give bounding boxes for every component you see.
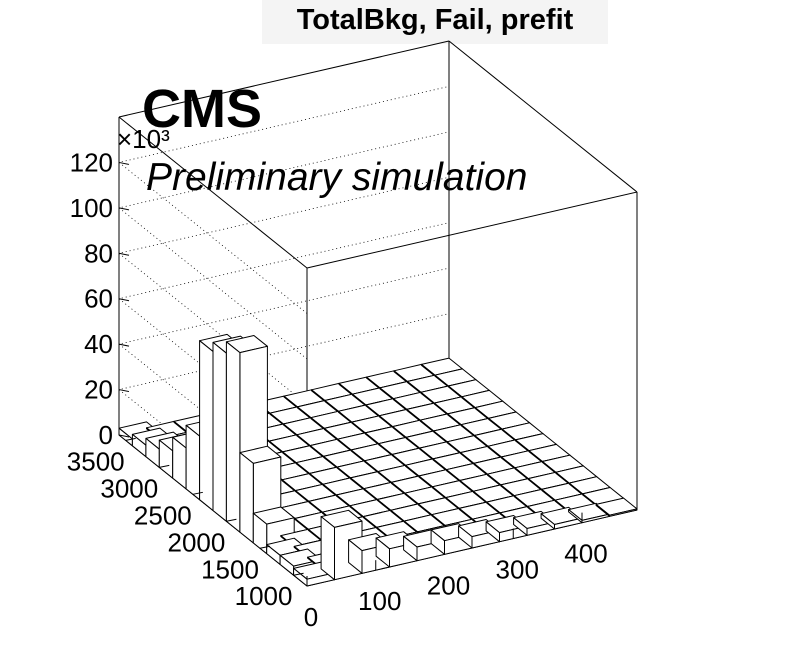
y-tick <box>159 464 170 468</box>
z-tick-label: 40 <box>84 329 113 359</box>
y-tick-label: 3000 <box>100 473 158 503</box>
preliminary-label: Preliminary simulation <box>146 156 527 199</box>
bar <box>595 497 638 517</box>
y-tick <box>192 491 203 495</box>
y-tick <box>293 572 304 576</box>
z-tick-label: 60 <box>84 284 113 314</box>
x-tick-label: 200 <box>427 570 470 600</box>
z-tick <box>118 207 130 211</box>
z-tick-label: 0 <box>99 420 113 450</box>
grid-line <box>118 86 450 314</box>
z-tick-label: 80 <box>84 238 113 268</box>
frame-edge <box>118 40 450 118</box>
x-tick-label: 300 <box>496 555 539 585</box>
frame-edge <box>118 116 308 269</box>
y-tick-label: 1000 <box>235 581 293 611</box>
bar-side <box>430 529 445 555</box>
z-tick <box>118 298 130 302</box>
bar-side <box>485 521 500 543</box>
bar-side <box>239 452 254 544</box>
z-tick-label: 100 <box>70 193 113 223</box>
x-tick-label: 0 <box>304 602 318 632</box>
chart-title: TotalBkg, Fail, prefit <box>296 4 574 36</box>
y-tick <box>125 437 136 441</box>
z-tick <box>118 161 130 165</box>
y-tick <box>226 518 237 522</box>
z-multiplier: ×10³ <box>117 124 170 154</box>
frame-edge <box>306 191 638 269</box>
x-tick-label: 400 <box>564 539 607 569</box>
z-tick <box>118 389 130 393</box>
z-tick-label: 120 <box>70 147 113 177</box>
cms-label: CMS <box>142 79 262 139</box>
z-tick-label: 20 <box>84 375 113 405</box>
bar-side <box>403 535 418 562</box>
z-tick <box>118 252 130 256</box>
z-tick <box>118 343 130 347</box>
bar-side <box>225 341 241 533</box>
bar-side <box>252 512 268 555</box>
y-tick-label: 1500 <box>201 554 259 584</box>
bar-side <box>279 554 295 576</box>
z-tick <box>118 434 130 438</box>
axis-ticks <box>118 161 583 586</box>
bar-side <box>540 513 555 530</box>
bar-side <box>212 341 227 522</box>
y-tick-label: 2000 <box>168 527 226 557</box>
axis-labels: 0 20 40 60 80 100 120 0 100 200 300 400 100015002000… <box>67 147 608 632</box>
bar-side <box>185 424 201 501</box>
y-tick-label: 2500 <box>134 500 192 530</box>
bar-side <box>375 537 390 568</box>
bar-side <box>458 525 473 549</box>
title-box: TotalBkg, Fail, prefit <box>262 0 608 44</box>
grid-line <box>118 131 450 360</box>
bar-side <box>199 340 214 511</box>
bars <box>118 333 638 587</box>
bar-side <box>348 539 363 574</box>
bar-side <box>513 517 528 536</box>
y-tick <box>259 545 271 549</box>
y-tick-label: 3500 <box>67 446 125 476</box>
bar-side <box>595 503 610 517</box>
bar-side <box>320 516 335 581</box>
frame-edge <box>448 40 638 193</box>
x-tick-label: 100 <box>358 586 401 616</box>
